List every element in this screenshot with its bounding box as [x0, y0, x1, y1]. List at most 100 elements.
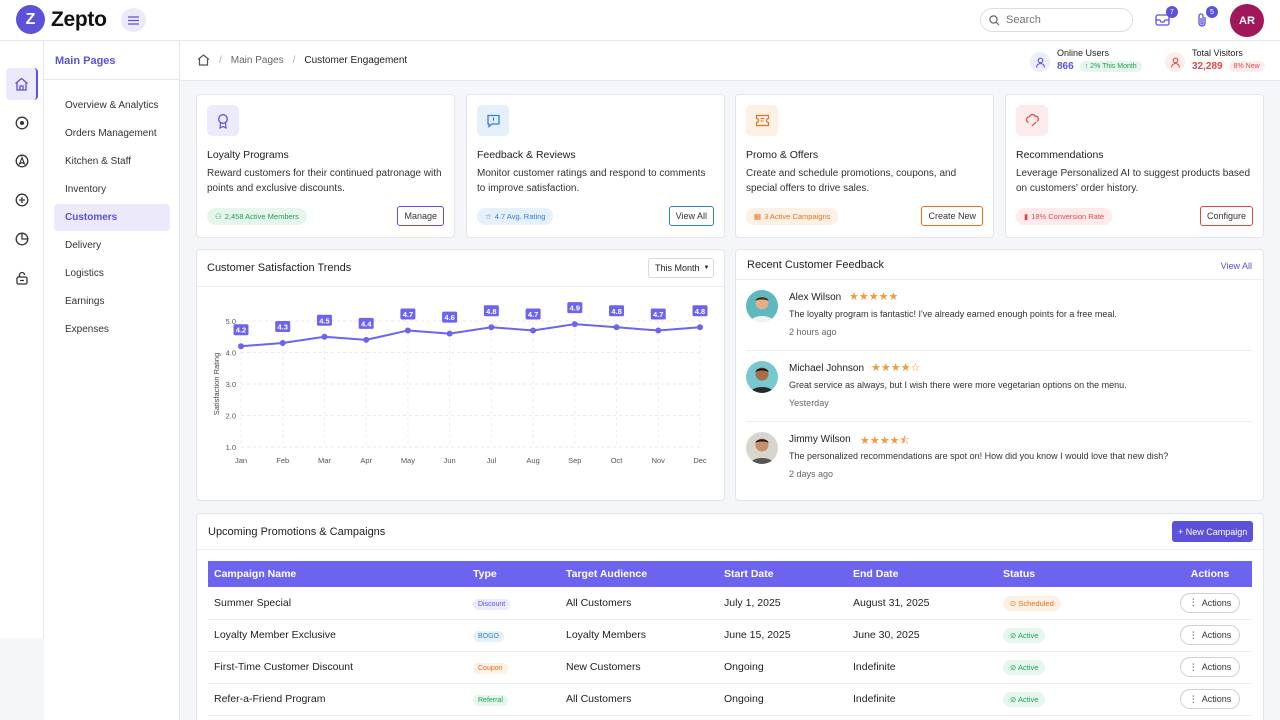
reviewer-name: Alex Wilson — [789, 292, 842, 303]
subnav-item-inventory[interactable]: Inventory — [65, 184, 107, 195]
feedback-item: Alex Wilson ★★★★★ The loyalty program is… — [746, 290, 1252, 340]
actions-button[interactable]: ⋮ Actions — [1179, 592, 1241, 613]
paperclip-icon — [1198, 12, 1206, 27]
end-date: August 31, 2025 — [847, 587, 997, 620]
data-label: 4.9 — [570, 304, 580, 313]
notifications-badge: 5 — [1206, 6, 1218, 18]
lock-icon — [16, 271, 28, 285]
rail-target[interactable] — [6, 107, 38, 139]
view-all-button[interactable]: View All — [668, 206, 714, 226]
card-badge: ☆ 4.7 Avg. Rating — [477, 208, 554, 225]
x-tick-label: Jul — [487, 456, 497, 465]
subnav-item-logistics[interactable]: Logistics — [65, 268, 104, 279]
new-campaign-button[interactable]: + New Campaign — [1172, 521, 1254, 542]
rail-add[interactable] — [6, 184, 38, 216]
configure-button[interactable]: Configure — [1199, 206, 1253, 226]
feedback-title: Recent Customer Feedback — [747, 259, 884, 271]
breadcrumb-parent[interactable]: Main Pages — [230, 54, 284, 66]
subnav-item-overview[interactable]: Overview & Analytics — [65, 100, 159, 111]
x-tick-label: Feb — [276, 456, 289, 465]
card-description: Monitor customer ratings and respond to … — [477, 168, 706, 194]
rail-navigation[interactable] — [6, 145, 38, 177]
subnav-item-customers[interactable]: Customers — [54, 204, 170, 231]
status-badge: ⊘ Active — [1003, 628, 1046, 643]
subnav-item-kitchen[interactable]: Kitchen & Staff — [65, 156, 131, 167]
campaign-name: Summer Special — [208, 587, 467, 620]
messages-button[interactable]: 7 — [1152, 6, 1178, 30]
manage-button[interactable]: Manage — [397, 206, 444, 226]
type-badge: Referral — [473, 695, 508, 706]
column-header[interactable]: Status — [997, 561, 1162, 587]
data-point — [446, 330, 453, 337]
feedback-item: Michael Johnson ★★★★☆ Great service as a… — [746, 361, 1252, 411]
review-text: Great service as always, but I wish ther… — [789, 380, 1127, 390]
search-icon — [989, 14, 1000, 25]
app-name: Zepto — [51, 7, 107, 31]
column-header[interactable]: Start Date — [718, 561, 847, 587]
table-row: Refer-a-Friend Program Referral All Cust… — [208, 683, 1252, 716]
actions-button[interactable]: ⋮ Actions — [1179, 625, 1241, 645]
menu-toggle-button[interactable] — [121, 8, 146, 32]
column-header[interactable]: Campaign Name — [208, 561, 467, 587]
y-tick-label: 1.0 — [226, 443, 236, 452]
more-vertical-icon: ⋮ — [1188, 597, 1198, 608]
breadcrumb: / Main Pages / Customer Engagement — [197, 54, 407, 66]
recent-feedback-card: Recent Customer Feedback View All Alex W… — [735, 249, 1264, 501]
loyalty-programs-card: Loyalty Programs Reward customers for th… — [196, 94, 455, 238]
data-label-bg — [233, 324, 249, 336]
rail-security[interactable] — [6, 262, 38, 294]
user-avatar[interactable]: AR — [1230, 4, 1264, 37]
range-dropdown[interactable]: This Month ▼ — [648, 258, 714, 278]
actions-label: Actions — [1201, 694, 1232, 704]
sub-sidebar: Main Pages Overview & Analytics Orders M… — [44, 41, 180, 720]
pie-chart-icon — [15, 232, 29, 246]
end-date: Indefinite — [847, 651, 997, 684]
subnav-item-orders[interactable]: Orders Management — [65, 128, 157, 139]
x-tick-label: Mar — [318, 456, 331, 465]
star-rating: ★★★★☆ — [871, 362, 921, 374]
data-label-bg — [567, 302, 583, 314]
data-label-bg — [609, 305, 625, 317]
subnav-item-earnings[interactable]: Earnings — [65, 296, 105, 307]
subnav-item-expenses[interactable]: Expenses — [65, 324, 109, 335]
column-header[interactable]: Actions — [1162, 561, 1252, 587]
home-icon[interactable] — [197, 54, 210, 66]
review-text: The personalized recommendations are spo… — [789, 451, 1169, 461]
search-input[interactable] — [1006, 14, 1116, 26]
search-box[interactable] — [980, 8, 1133, 32]
card-title: Promo & Offers — [746, 149, 819, 161]
column-header[interactable]: Target Audience — [560, 561, 718, 587]
table-row: Summer Special Discount All Customers Ju… — [208, 587, 1252, 620]
rail-home[interactable] — [6, 68, 38, 100]
campaigns-card: Upcoming Promotions & Campaigns + New Ca… — [196, 513, 1264, 720]
column-header[interactable]: Type — [467, 561, 560, 587]
logo[interactable]: Z Zepto — [16, 5, 107, 34]
breadcrumb-current: Customer Engagement — [304, 54, 408, 66]
actions-button[interactable]: ⋮ Actions — [1179, 657, 1241, 677]
more-vertical-icon: ⋮ — [1188, 629, 1198, 640]
star-rating: ★★★★⯪ — [860, 435, 910, 447]
target-audience: Loyalty Members — [560, 619, 718, 652]
total-visitors-label: Total Visitors — [1192, 48, 1243, 58]
data-point — [530, 327, 537, 334]
notifications-button[interactable]: 5 — [1192, 6, 1218, 30]
avatar — [746, 290, 778, 322]
actions-button[interactable]: ⋮ Actions — [1179, 689, 1241, 709]
rail-reports[interactable] — [6, 223, 38, 255]
column-header[interactable]: End Date — [847, 561, 997, 587]
status-text: Active — [1017, 663, 1039, 672]
create-new-button[interactable]: Create New — [921, 206, 983, 226]
review-time: 2 hours ago — [789, 327, 837, 337]
divider — [197, 549, 1263, 550]
card-description: Leverage Personalized AI to suggest prod… — [1016, 168, 1251, 194]
subnav-item-delivery[interactable]: Delivery — [65, 240, 102, 251]
card-title: Loyalty Programs — [207, 149, 289, 161]
chart-title: Customer Satisfaction Trends — [207, 262, 352, 274]
chef-hat-icon — [1016, 105, 1048, 136]
feedback-view-all-link[interactable]: View All — [1220, 261, 1252, 271]
divider — [44, 79, 180, 80]
x-tick-label: Oct — [611, 456, 624, 465]
x-tick-label: Nov — [652, 456, 666, 465]
target-audience: New Customers — [560, 651, 718, 684]
review-time: Yesterday — [789, 398, 829, 408]
